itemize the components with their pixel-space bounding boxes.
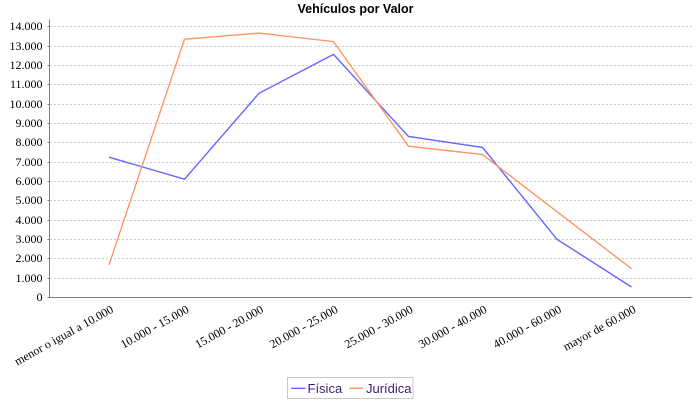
svg-text:8.000: 8.000 [16, 135, 43, 149]
svg-text:2.000: 2.000 [16, 251, 43, 265]
svg-text:Física: Física [308, 381, 343, 396]
svg-text:13.000: 13.000 [10, 39, 43, 53]
svg-text:10.000: 10.000 [10, 97, 43, 111]
svg-text:4.000: 4.000 [16, 213, 43, 227]
svg-text:3.000: 3.000 [16, 232, 43, 246]
svg-text:Jurídica: Jurídica [366, 381, 412, 396]
svg-text:1.000: 1.000 [16, 271, 43, 285]
svg-text:14.000: 14.000 [10, 19, 43, 33]
svg-text:6.000: 6.000 [16, 174, 43, 188]
svg-text:Vehículos por Valor: Vehículos por Valor [297, 2, 413, 16]
svg-text:12.000: 12.000 [10, 58, 43, 72]
svg-text:11.000: 11.000 [10, 77, 43, 91]
svg-text:9.000: 9.000 [16, 116, 43, 130]
svg-text:5.000: 5.000 [16, 193, 43, 207]
svg-text:0: 0 [37, 290, 43, 304]
svg-text:7.000: 7.000 [16, 155, 43, 169]
